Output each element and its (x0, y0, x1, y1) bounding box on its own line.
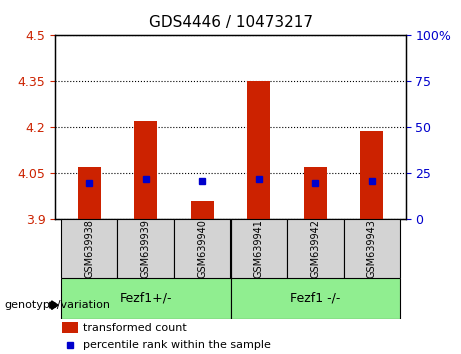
Text: GSM639939: GSM639939 (141, 219, 151, 278)
Text: GSM639940: GSM639940 (197, 219, 207, 278)
Bar (248, 81, 270, 219)
Text: genotype/variation: genotype/variation (5, 300, 111, 310)
Bar (118, 219, 174, 278)
Text: GSM639941: GSM639941 (254, 219, 264, 278)
Bar (361, 131, 383, 219)
Text: transformed count: transformed count (83, 323, 187, 333)
Text: GSM639942: GSM639942 (310, 219, 320, 278)
Bar (61, 219, 118, 278)
Text: percentile rank within the sample: percentile rank within the sample (83, 340, 271, 350)
Title: GDS4446 / 10473217: GDS4446 / 10473217 (148, 15, 313, 30)
Bar (62, 322, 78, 333)
FancyArrow shape (50, 301, 58, 309)
Bar (78, 167, 100, 219)
Text: GSM639938: GSM639938 (84, 219, 94, 278)
Bar (174, 219, 230, 278)
Text: Fezf1+/-: Fezf1+/- (119, 292, 172, 305)
Bar (191, 201, 213, 219)
Bar (230, 278, 400, 319)
Bar (343, 219, 400, 278)
Text: GSM639943: GSM639943 (367, 219, 377, 278)
Bar (230, 219, 287, 278)
Bar (61, 278, 230, 319)
Bar (287, 219, 343, 278)
Bar (135, 121, 157, 219)
Bar (304, 167, 326, 219)
Text: Fezf1 -/-: Fezf1 -/- (290, 292, 341, 305)
